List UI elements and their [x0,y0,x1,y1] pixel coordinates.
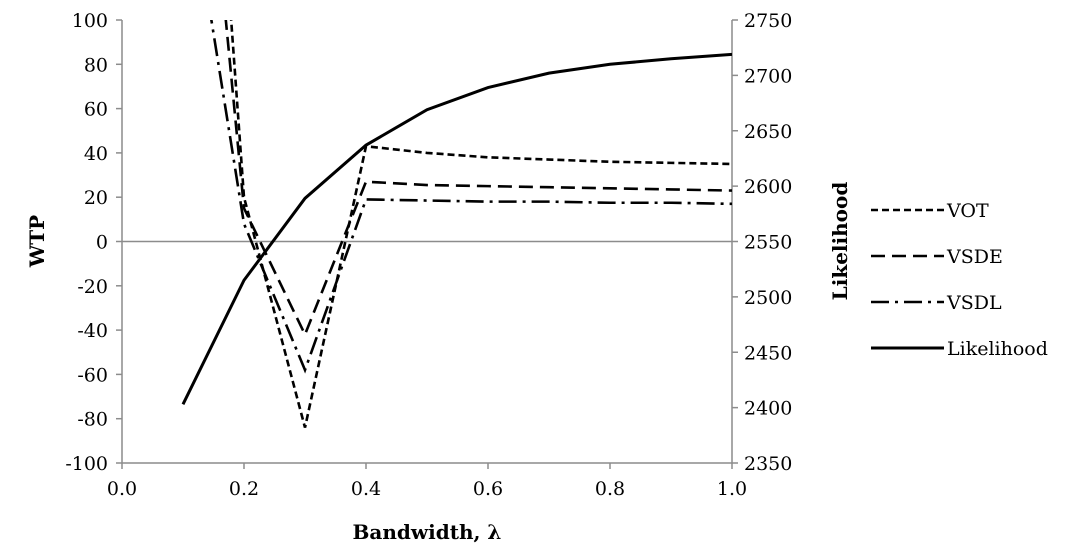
y-right-tick-label: 2700 [744,65,792,87]
y-right-tick-label: 2450 [744,342,792,364]
y-right-tick-label: 2400 [744,398,792,420]
x-tick-label: 0.8 [595,478,625,500]
y-left-tick-label: 20 [84,187,108,209]
series-layer [181,20,732,428]
legend-label-vot: VOT [946,200,989,222]
y-right-tick-label: 2350 [744,453,792,475]
y-left-tick-label: 40 [84,143,108,165]
legend-label-vsdl: VSDL [946,292,1002,314]
y-left-tick-label: -20 [77,276,108,298]
y-right-tick-label: 2500 [744,287,792,309]
y-axis-left-title: WTP [25,215,49,268]
y-right-tick-label: 2550 [744,232,792,254]
axes [116,19,738,469]
legend-label-vsde: VSDE [946,246,1003,268]
tick-labels: 0.0 0.2 0.4 0.6 0.8 1.0 100 80 60 40 20 0 -20 -40 -60 -… [65,10,792,500]
y-left-tick-label: -80 [77,409,108,431]
y-right-tick-label: 2650 [744,121,792,143]
y-left-tick-label: -100 [65,453,108,475]
x-tick-label: 0.0 [107,478,137,500]
series-line-vsdl [210,20,732,374]
legend-label-likelihood: Likelihood [947,338,1048,360]
y-left-tick-label: 80 [84,54,108,76]
x-tick-label: 0.2 [229,478,259,500]
y-left-tick-label: -40 [77,320,108,342]
y-left-tick-label: 100 [72,10,108,32]
x-tick-label: 0.4 [351,478,381,500]
legend: VOT VSDE VSDL Likelihood [871,200,1048,360]
series-line-vot [229,20,732,428]
y-left-tick-label: 0 [96,232,108,254]
y-right-tick-label: 2750 [744,10,792,32]
series-line-likelihood [181,52,732,405]
x-tick-label: 1.0 [717,478,747,500]
y-left-tick-label: 60 [84,99,108,121]
x-tick-label: 0.6 [473,478,503,500]
y-axis-right-title: Likelihood [828,182,852,301]
y-left-tick-label: -60 [77,364,108,386]
series-line-vsde [224,20,732,338]
x-axis-title: Bandwidth, λ [353,520,502,544]
y-right-tick-label: 2600 [744,176,792,198]
